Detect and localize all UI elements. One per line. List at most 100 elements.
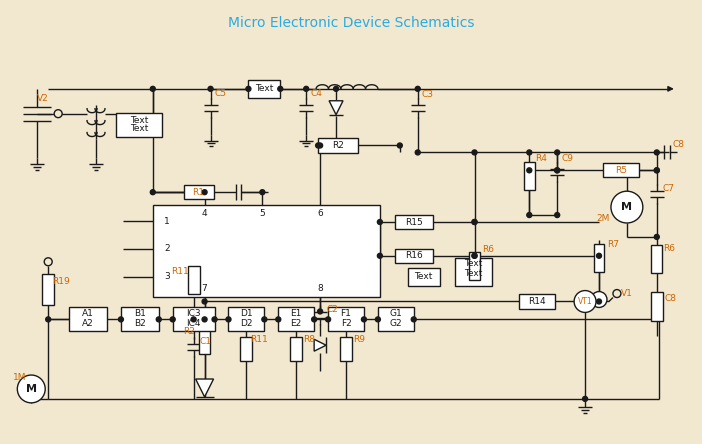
Text: 2M: 2M xyxy=(596,214,609,222)
Text: 7: 7 xyxy=(201,284,208,293)
Circle shape xyxy=(317,309,323,314)
Text: R16: R16 xyxy=(405,251,423,260)
Circle shape xyxy=(262,317,267,322)
Circle shape xyxy=(170,317,176,322)
Text: V1: V1 xyxy=(621,289,633,298)
Bar xyxy=(455,258,492,285)
Polygon shape xyxy=(196,379,213,397)
Bar xyxy=(378,307,413,331)
Circle shape xyxy=(416,150,420,155)
Text: F2: F2 xyxy=(340,319,352,328)
Text: Text: Text xyxy=(414,272,433,281)
Text: R11: R11 xyxy=(251,335,268,344)
Bar xyxy=(153,205,380,297)
Circle shape xyxy=(304,86,309,91)
Circle shape xyxy=(411,317,416,322)
Circle shape xyxy=(583,396,588,401)
Text: R2: R2 xyxy=(183,327,194,336)
Circle shape xyxy=(246,86,251,91)
Circle shape xyxy=(472,150,477,155)
Text: V2: V2 xyxy=(37,94,49,103)
Circle shape xyxy=(202,190,207,194)
Circle shape xyxy=(597,254,602,258)
Circle shape xyxy=(378,219,383,225)
Text: C7: C7 xyxy=(663,184,675,193)
Circle shape xyxy=(44,258,52,266)
Bar xyxy=(408,268,439,285)
Bar xyxy=(651,245,662,273)
Text: C8: C8 xyxy=(673,140,684,149)
Circle shape xyxy=(472,254,477,258)
Circle shape xyxy=(574,290,596,313)
Bar xyxy=(241,337,253,361)
Text: C8: C8 xyxy=(665,294,677,303)
Circle shape xyxy=(378,254,383,258)
Circle shape xyxy=(54,110,62,118)
Circle shape xyxy=(333,86,338,91)
Bar xyxy=(42,274,54,305)
Bar xyxy=(184,185,213,199)
Circle shape xyxy=(654,150,659,155)
Circle shape xyxy=(208,86,213,91)
Polygon shape xyxy=(314,339,326,351)
Text: C3: C3 xyxy=(422,90,434,99)
Text: C5: C5 xyxy=(215,89,227,98)
Text: 1: 1 xyxy=(164,217,170,226)
Circle shape xyxy=(260,190,265,194)
Bar xyxy=(228,307,265,331)
Circle shape xyxy=(312,317,317,322)
Circle shape xyxy=(526,213,532,218)
Circle shape xyxy=(46,317,51,322)
Circle shape xyxy=(555,150,559,155)
Text: M: M xyxy=(26,384,37,394)
Circle shape xyxy=(611,191,643,223)
Bar xyxy=(278,307,314,331)
Circle shape xyxy=(376,317,380,322)
Circle shape xyxy=(202,299,207,304)
Circle shape xyxy=(654,168,659,173)
Text: A2: A2 xyxy=(82,319,94,328)
Circle shape xyxy=(191,317,196,322)
Text: G1: G1 xyxy=(390,309,402,318)
Text: R15: R15 xyxy=(405,218,423,226)
Text: IC4: IC4 xyxy=(186,319,201,328)
Text: Micro Electronic Device Schematics: Micro Electronic Device Schematics xyxy=(227,16,475,30)
Text: F1: F1 xyxy=(340,309,352,318)
Circle shape xyxy=(597,299,602,304)
Circle shape xyxy=(316,143,321,148)
Text: R11: R11 xyxy=(171,267,189,276)
Circle shape xyxy=(326,317,331,322)
Text: R1: R1 xyxy=(192,188,204,197)
Text: 8: 8 xyxy=(317,284,323,293)
Bar xyxy=(116,113,161,137)
Text: R5: R5 xyxy=(615,166,627,175)
Bar xyxy=(290,337,302,361)
Bar xyxy=(199,326,210,354)
Text: VT1: VT1 xyxy=(578,297,592,306)
Circle shape xyxy=(157,317,161,322)
Circle shape xyxy=(526,168,532,173)
Circle shape xyxy=(613,289,621,297)
Circle shape xyxy=(472,219,477,225)
Text: Text: Text xyxy=(464,259,483,268)
Bar xyxy=(469,252,480,280)
Text: D1: D1 xyxy=(240,309,253,318)
Text: R8: R8 xyxy=(303,335,315,344)
Bar xyxy=(249,80,280,98)
Text: 3: 3 xyxy=(164,272,170,281)
Bar xyxy=(593,244,604,272)
Bar xyxy=(121,307,159,331)
Bar xyxy=(519,293,555,309)
Circle shape xyxy=(472,219,477,225)
Text: G2: G2 xyxy=(390,319,402,328)
Circle shape xyxy=(397,143,402,148)
Circle shape xyxy=(276,317,281,322)
Text: 5: 5 xyxy=(260,209,265,218)
Text: C2: C2 xyxy=(326,305,338,314)
Text: M: M xyxy=(621,202,633,212)
Text: 1M: 1M xyxy=(13,373,26,381)
Bar xyxy=(603,163,639,177)
Bar xyxy=(395,215,432,229)
Circle shape xyxy=(226,317,231,322)
Text: Text: Text xyxy=(255,84,274,93)
